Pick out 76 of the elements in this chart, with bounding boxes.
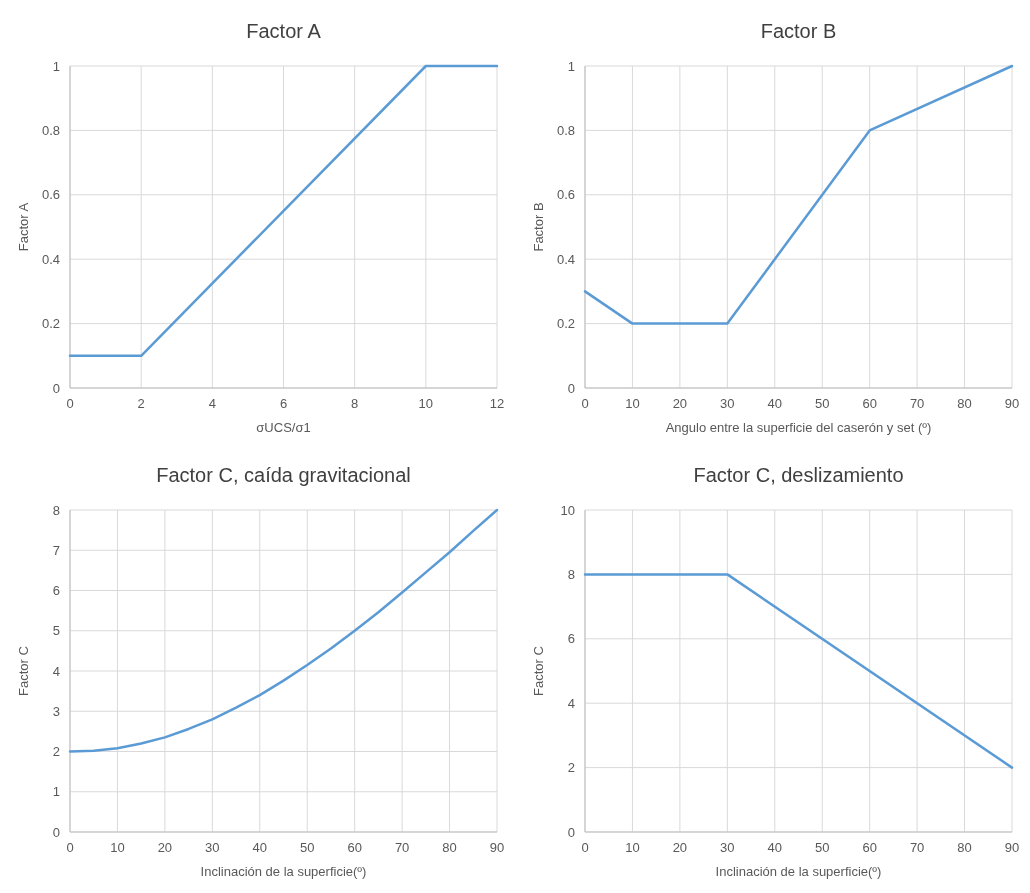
y-tick-label: 1 <box>52 58 60 74</box>
y-tick-label: 4 <box>567 695 575 711</box>
y-axis-title: Factor A <box>16 202 31 252</box>
x-axis-title: σUCS/σ1 <box>256 420 311 435</box>
y-axis-title: Factor B <box>531 202 546 252</box>
y-tick-label: 7 <box>52 542 60 558</box>
y-axis-title: Factor C <box>531 646 546 696</box>
x-tick-label: 0 <box>66 396 74 411</box>
x-tick-label: 10 <box>625 396 640 411</box>
x-axis-title: Angulo entre la superficie del caserón y set (º) <box>665 420 932 435</box>
y-tick-label: 8 <box>52 502 60 518</box>
y-tick-label: 2 <box>567 760 575 776</box>
x-tick-label: 40 <box>767 396 783 411</box>
y-tick-label: 1 <box>52 784 60 800</box>
y-tick-label: 0 <box>52 824 60 840</box>
y-tick-label: 8 <box>567 566 575 582</box>
x-tick-label: 10 <box>625 840 640 855</box>
y-tick-label: 2 <box>52 744 60 759</box>
y-tick-label: 1 <box>567 58 575 74</box>
x-tick-label: 40 <box>767 840 783 855</box>
x-tick-label: 2 <box>137 396 145 411</box>
y-tick-label: 0.8 <box>556 122 575 138</box>
y-tick-label: 0.6 <box>41 187 60 203</box>
x-tick-label: 4 <box>208 396 216 411</box>
y-tick-label: 6 <box>567 631 575 647</box>
x-tick-label: 90 <box>489 840 505 855</box>
x-tick-label: 80 <box>442 840 457 855</box>
y-tick-label: 0.6 <box>556 187 575 203</box>
y-tick-label: 0 <box>567 380 575 396</box>
y-tick-label: 3 <box>52 703 60 719</box>
x-tick-label: 0 <box>581 840 589 855</box>
y-tick-label: 0.8 <box>41 122 60 138</box>
y-tick-label: 0.4 <box>41 251 60 267</box>
x-tick-label: 10 <box>418 396 434 411</box>
x-tick-label: 50 <box>814 396 830 411</box>
y-tick-label: 0.4 <box>556 251 575 267</box>
x-tick-label: 10 <box>110 840 125 855</box>
x-tick-label: 20 <box>672 396 688 411</box>
x-tick-label: 70 <box>909 396 925 411</box>
y-tick-label: 0.2 <box>556 316 575 332</box>
y-tick-label: 0 <box>52 380 60 396</box>
x-tick-label: 20 <box>157 840 173 855</box>
x-tick-label: 50 <box>299 840 315 855</box>
y-tick-label: 5 <box>52 623 60 639</box>
x-tick-label: 90 <box>1004 840 1020 855</box>
chart-title: Factor C, deslizamiento <box>693 464 904 486</box>
x-tick-label: 12 <box>489 396 505 411</box>
x-tick-label: 60 <box>862 840 877 855</box>
x-tick-label: 70 <box>909 840 925 855</box>
x-tick-label: 50 <box>814 840 830 855</box>
x-tick-label: 20 <box>672 840 688 855</box>
x-tick-label: 80 <box>957 840 972 855</box>
x-tick-label: 6 <box>279 396 288 411</box>
x-tick-label: 70 <box>394 840 410 855</box>
x-tick-label: 0 <box>581 396 589 411</box>
x-tick-label: 80 <box>957 396 972 411</box>
x-tick-label: 30 <box>720 840 735 855</box>
x-axis-title: Inclinación de la superficie(º) <box>715 864 882 879</box>
chart-title: Factor C, caída gravitacional <box>156 464 411 486</box>
x-axis-title: Inclinación de la superficie(º) <box>200 864 367 879</box>
y-tick-label: 0 <box>567 824 575 840</box>
chart-title: Factor B <box>760 20 837 42</box>
x-tick-label: 60 <box>862 396 877 411</box>
y-tick-label: 10 <box>560 502 575 518</box>
y-tick-label: 4 <box>52 663 60 679</box>
x-tick-label: 8 <box>351 396 359 411</box>
x-tick-label: 0 <box>66 840 74 855</box>
y-axis-title: Factor C <box>16 646 31 696</box>
x-tick-label: 40 <box>252 840 268 855</box>
y-tick-label: 0.2 <box>41 316 60 332</box>
x-tick-label: 30 <box>720 396 735 411</box>
x-tick-label: 90 <box>1004 396 1020 411</box>
x-tick-label: 30 <box>205 840 220 855</box>
x-tick-label: 60 <box>347 840 362 855</box>
chart-title: Factor A <box>246 20 322 42</box>
y-tick-label: 6 <box>52 583 60 598</box>
